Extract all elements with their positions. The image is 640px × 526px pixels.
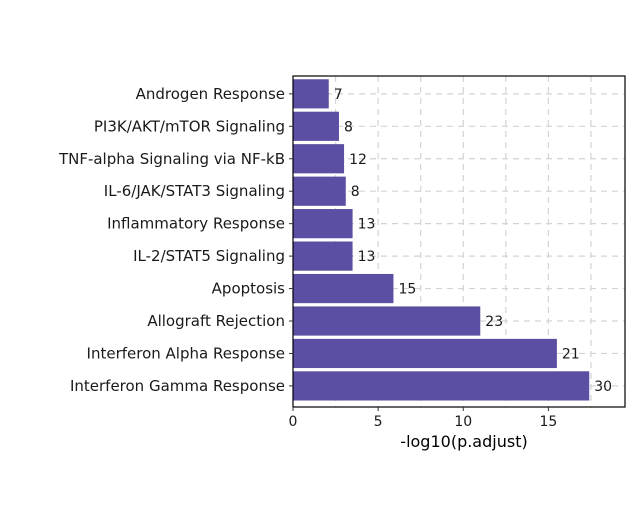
- bar-data-label: 15: [398, 282, 416, 298]
- x-axis-ticks-group: 0 5 10 15: [289, 407, 557, 430]
- bar: [293, 273, 394, 304]
- category-label: PI3K/AKT/mTOR Signaling: [94, 117, 285, 135]
- bar: [293, 241, 353, 271]
- bars-group: [293, 79, 590, 401]
- category-label: Allograft Rejection: [147, 312, 285, 330]
- category-label: Apoptosis: [212, 280, 286, 298]
- bar: [293, 144, 345, 174]
- bar-data-label: 12: [349, 152, 367, 168]
- x-axis-title: -log10(p.adjust): [400, 432, 527, 451]
- category-label: IL-6/JAK/STAT3 Signaling: [104, 182, 285, 200]
- bar-data-label: 8: [344, 119, 353, 135]
- bar-data-label: 13: [358, 249, 376, 265]
- category-label: IL-2/STAT5 Signaling: [133, 247, 285, 265]
- bar-data-label: 21: [562, 346, 580, 362]
- bar-data-label: 23: [485, 314, 503, 330]
- x-tick-label: 10: [454, 414, 472, 430]
- x-tick-label: 0: [289, 414, 298, 430]
- bar-data-label: 7: [334, 87, 343, 103]
- bar-data-label: 30: [594, 379, 612, 395]
- bar: [293, 306, 481, 336]
- bar: [293, 338, 557, 369]
- bar: [293, 176, 346, 206]
- x-tick-label: 5: [374, 414, 383, 430]
- x-tick-label: 15: [539, 414, 557, 430]
- category-labels-group: Androgen Response PI3K/AKT/mTOR Signaling…: [58, 85, 293, 395]
- category-label: TNF-alpha Signaling via NF-kB: [58, 150, 285, 168]
- bar: [293, 209, 353, 239]
- bar-data-label: 8: [351, 184, 360, 200]
- category-label: Androgen Response: [136, 85, 285, 103]
- bar: [293, 371, 590, 401]
- bar-data-label: 13: [358, 217, 376, 233]
- bar: [293, 111, 339, 141]
- category-label: Interferon Alpha Response: [87, 344, 285, 362]
- bar: [293, 79, 329, 109]
- category-label: Inflammatory Response: [107, 215, 285, 233]
- plot-panel-border: [292, 75, 626, 408]
- category-label: Interferon Gamma Response: [70, 377, 285, 395]
